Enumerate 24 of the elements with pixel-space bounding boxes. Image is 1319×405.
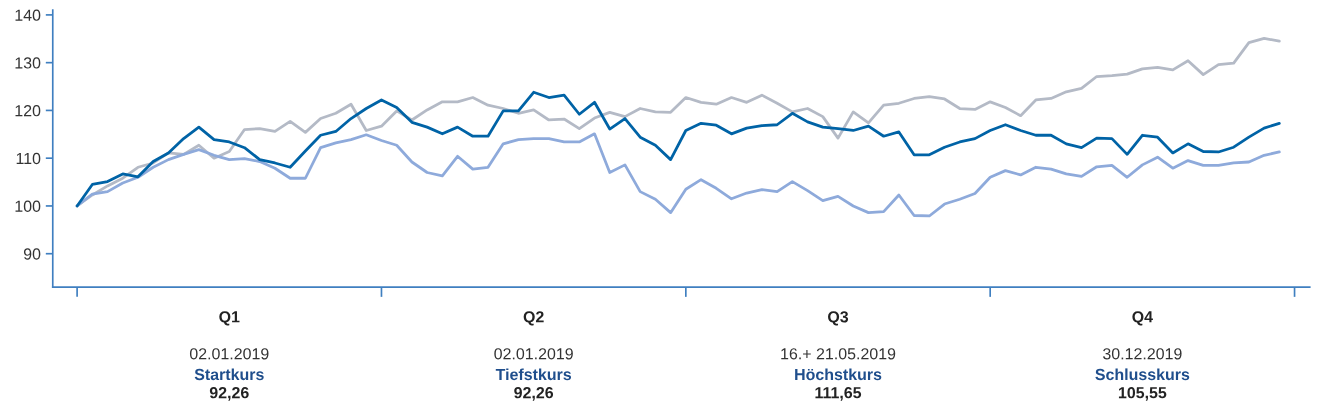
y-tick-label: 110 <box>16 152 41 165</box>
text: 30.12.2019 <box>1103 348 1182 360</box>
text: 02.01.2019 <box>494 348 573 360</box>
text: Startkurs <box>194 368 264 381</box>
text: 92,26 <box>209 387 249 401</box>
y-tick-label: 100 <box>15 200 41 212</box>
x-tick-label: Q4 <box>1132 311 1153 326</box>
text: Schlusskurs <box>1095 368 1190 381</box>
x-tick-label: Q1 <box>219 311 240 326</box>
text: Höchstkurs <box>795 368 882 381</box>
text: 111,65 <box>815 387 862 401</box>
y-tick-label: 120 <box>15 105 41 117</box>
text: 16.+ 21.05.2019 <box>781 348 896 360</box>
text: 105,55 <box>1118 387 1167 401</box>
y-tick-label: 140 <box>15 9 41 21</box>
y-tick-label: 90 <box>23 248 41 260</box>
text: 02.01.2019 <box>189 348 269 360</box>
line-series <box>75 132 1281 218</box>
text: Tiefstkurs <box>495 368 572 381</box>
x-tick-label: Q2 <box>523 311 544 326</box>
y-tick-label: 130 <box>15 57 41 69</box>
x-tick-label: Q3 <box>828 311 849 326</box>
text: 92,26 <box>514 387 554 401</box>
line-series <box>75 90 1281 208</box>
